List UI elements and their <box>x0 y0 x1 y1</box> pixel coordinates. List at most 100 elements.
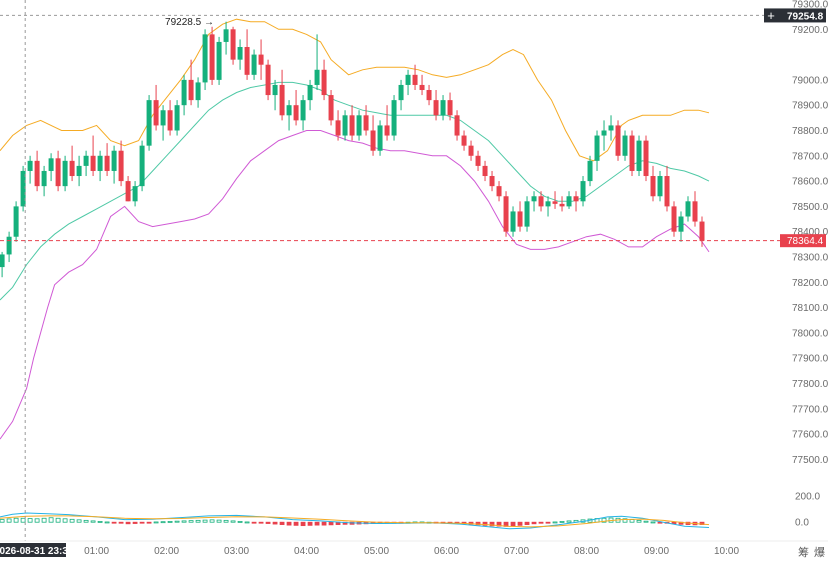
candle-down <box>419 74 425 96</box>
candle-body <box>55 158 61 187</box>
candle-down <box>321 59 327 101</box>
macd-histogram-bar <box>202 519 208 523</box>
macd-histogram-bar <box>90 520 96 523</box>
macd-histogram-bar <box>209 519 215 523</box>
candle-up <box>139 140 145 192</box>
candle-up <box>132 181 138 207</box>
candle-down <box>433 90 439 121</box>
macd-histogram-bar <box>223 519 229 523</box>
macd-histogram-bar <box>510 521 516 527</box>
macd-histogram-bar <box>643 520 649 523</box>
time-tick-label: 06:00 <box>434 546 459 557</box>
candle-up <box>377 120 383 156</box>
candle-down <box>643 135 649 182</box>
candle-body <box>328 95 334 121</box>
macd-histogram-bar <box>531 521 537 525</box>
candle-body <box>69 160 75 177</box>
lower-band-line <box>0 130 710 440</box>
macd-histogram-bar <box>104 521 110 524</box>
candle-body <box>405 74 411 85</box>
candle-body <box>139 145 145 187</box>
middle-band-line <box>0 81 710 301</box>
crosshair-time-label: 2026-08-31 23:35 <box>0 546 74 557</box>
macd-histogram-bar <box>34 518 40 523</box>
price-tick-label: 78100.0 <box>792 303 828 314</box>
candle-body <box>13 206 19 237</box>
add-alert-button-box[interactable] <box>764 8 778 23</box>
chip-distribution-icon[interactable]: 筹 <box>798 545 809 559</box>
candle-body <box>685 201 691 217</box>
price-tick-label: 79200.0 <box>792 25 828 36</box>
candle-up <box>391 95 397 141</box>
candle-body <box>216 41 222 80</box>
candle-down <box>188 59 194 106</box>
macd-histogram-bar <box>650 521 656 524</box>
candle-up <box>174 100 180 136</box>
candle-down <box>552 191 558 209</box>
candle-up <box>580 176 586 207</box>
candle-body <box>601 130 607 136</box>
candle-down <box>153 84 159 131</box>
macd-histogram-bar <box>13 517 19 523</box>
candle-down <box>475 150 481 171</box>
candle-down <box>671 201 677 237</box>
candle-body <box>321 69 327 96</box>
crosshair-price-label: 79254.8 <box>787 11 824 22</box>
candle-body <box>342 115 348 136</box>
liquidation-icon[interactable]: 爆 <box>814 545 825 559</box>
macd-histogram-bar <box>265 521 271 524</box>
indicator-tick-label: 0.0 <box>795 518 809 529</box>
candle-down <box>517 201 523 232</box>
candle-up <box>6 231 12 263</box>
candle-up <box>237 39 243 70</box>
current-price-box <box>780 234 826 248</box>
candle-body <box>622 135 628 156</box>
add-alert-button[interactable]: + <box>764 8 778 23</box>
candle-down <box>328 90 334 126</box>
macd-histogram-bar <box>517 521 523 526</box>
candle-down <box>384 105 390 141</box>
candle-up <box>223 21 229 55</box>
candle-body <box>678 216 684 232</box>
candle-body <box>34 160 40 187</box>
price-tick-label: 78300.0 <box>792 252 828 263</box>
candle-up <box>111 145 117 184</box>
candle-body <box>433 100 439 116</box>
macd-histogram-bar <box>629 519 635 523</box>
candle-body <box>258 54 264 65</box>
candle-body <box>426 90 432 101</box>
candle-body <box>559 203 565 207</box>
candle-up <box>48 153 54 182</box>
macd-histogram-bar <box>286 521 292 526</box>
time-tick-label: 03:00 <box>224 546 249 557</box>
candle-body <box>643 140 649 177</box>
candle-body <box>664 176 670 207</box>
price-tick-label: 77700.0 <box>792 404 828 415</box>
candle-down <box>489 170 495 192</box>
candle-body <box>699 221 705 241</box>
candle-up <box>20 165 26 212</box>
candle-up <box>622 130 628 161</box>
candle-body <box>265 64 271 96</box>
macd-histogram-bar <box>545 521 551 524</box>
price-tick-label: 77900.0 <box>792 354 828 365</box>
time-tick-label: 02:00 <box>154 546 179 557</box>
candle-body <box>377 125 383 151</box>
candle-down <box>209 26 215 85</box>
candle-up <box>83 150 89 177</box>
macd-histogram-bar <box>167 521 173 523</box>
candle-down <box>125 176 131 202</box>
candle-up <box>601 120 607 151</box>
candle-down <box>629 130 635 177</box>
candle-body <box>671 206 677 232</box>
signal-line <box>0 515 710 528</box>
candle-down <box>573 191 579 212</box>
macd-histogram-bar <box>118 521 124 524</box>
candle-up <box>195 77 201 108</box>
macd-histogram-bar <box>20 517 26 523</box>
candle-body <box>412 74 418 85</box>
candle-body <box>76 165 82 177</box>
candle-body <box>398 84 404 101</box>
